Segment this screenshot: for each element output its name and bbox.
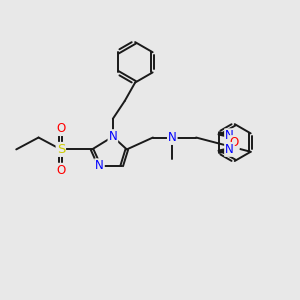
Text: N: N bbox=[109, 130, 117, 143]
Text: S: S bbox=[57, 143, 65, 156]
Text: N: N bbox=[95, 159, 104, 172]
Text: N: N bbox=[225, 129, 234, 142]
Text: O: O bbox=[230, 136, 239, 149]
Text: O: O bbox=[56, 164, 65, 177]
Text: N: N bbox=[168, 131, 177, 144]
Text: N: N bbox=[225, 143, 234, 156]
Text: O: O bbox=[56, 122, 65, 135]
